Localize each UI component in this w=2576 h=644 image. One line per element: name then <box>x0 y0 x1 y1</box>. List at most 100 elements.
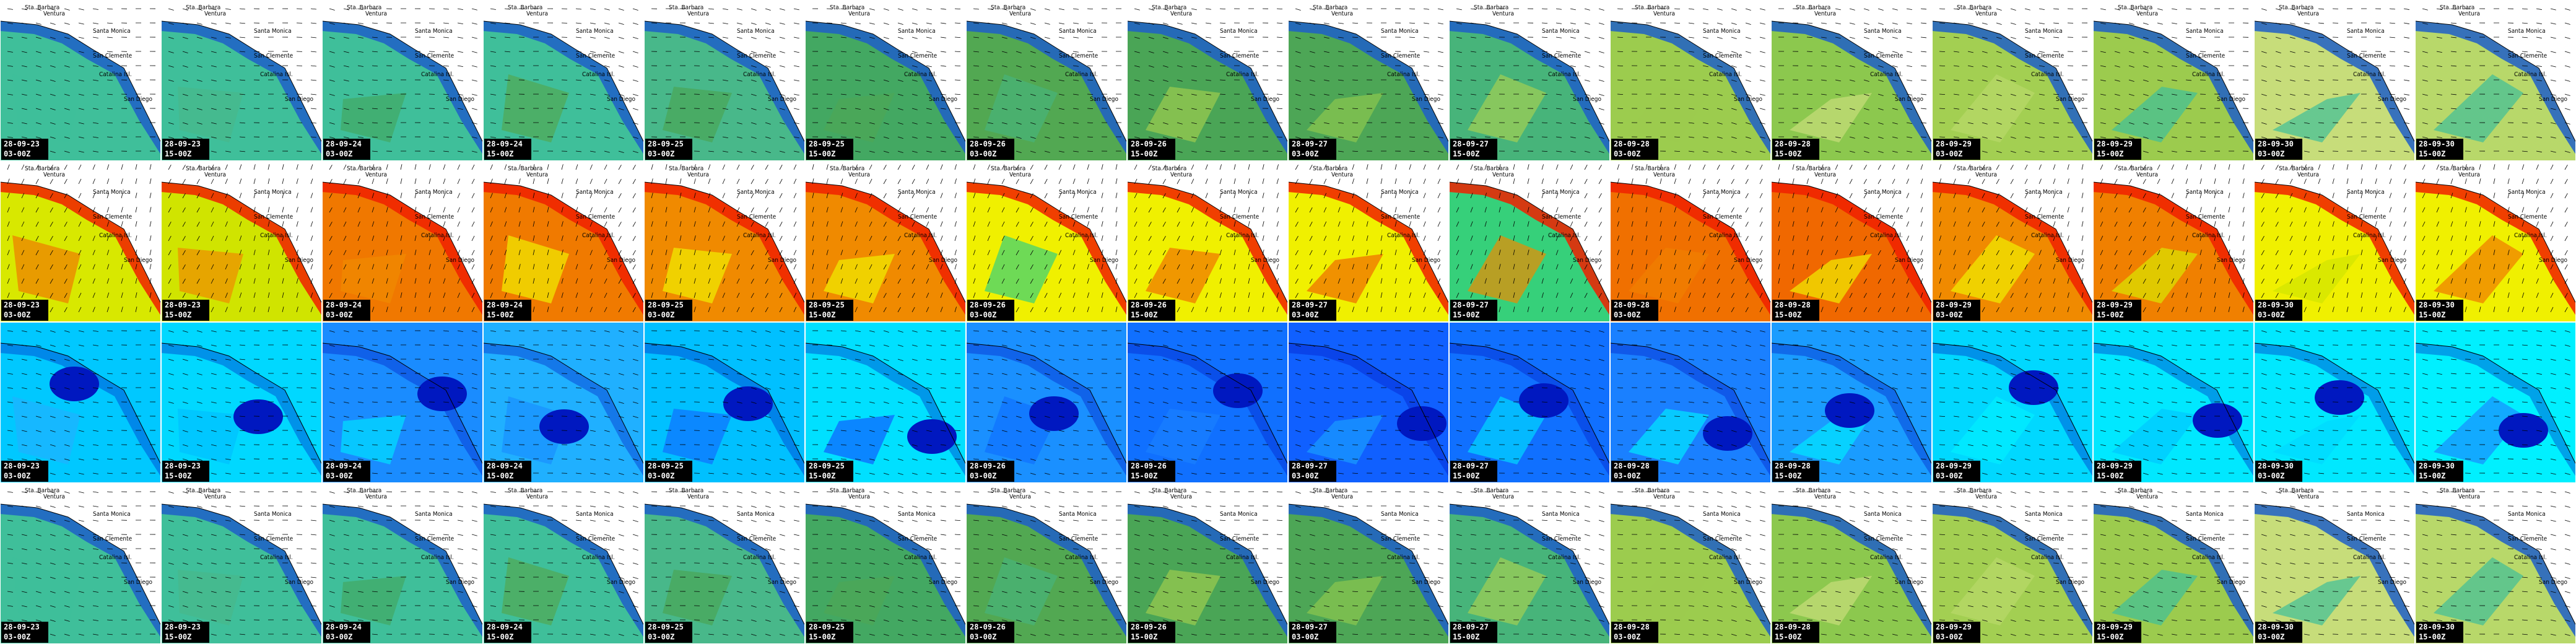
wind-arrow <box>2157 8 2163 11</box>
wind-arrow <box>490 292 493 298</box>
wind-arrow <box>149 207 152 213</box>
wind-arrow <box>135 264 137 270</box>
wind-arrow <box>2039 51 2045 53</box>
wind-arrow <box>1276 94 1283 95</box>
stamp-box <box>1289 139 1336 160</box>
wind-arrow <box>590 193 593 199</box>
wind-arrow <box>1219 22 1226 24</box>
wind-arrow <box>64 207 67 213</box>
wind-arrow <box>457 164 460 170</box>
wind-arrow <box>1352 108 1359 110</box>
wind-arrow <box>897 8 903 11</box>
wind-arrow <box>211 278 214 284</box>
wind-arrow <box>779 150 785 153</box>
wind-arrow <box>329 164 333 170</box>
place-label: Ventura <box>1492 172 1514 178</box>
wind-arrow <box>2403 122 2409 124</box>
wind-arrow <box>357 264 360 270</box>
wind-arrow <box>1276 37 1283 38</box>
wind-arrow <box>1352 37 1359 38</box>
wind-arrow <box>282 193 284 199</box>
time-label: 03-00Z <box>4 150 30 159</box>
place-label: Catalina Isl. <box>260 71 293 78</box>
wind-arrow <box>926 150 932 153</box>
wind-arrow <box>1295 65 1301 68</box>
place-label: San Clemente <box>93 53 133 59</box>
wind-arrow <box>471 178 475 185</box>
time-label: 15-00Z <box>1131 311 1157 320</box>
wind-arrow <box>1177 79 1183 82</box>
wind-arrow <box>471 94 477 96</box>
wind-arrow <box>1863 108 1869 111</box>
wind-arrow <box>282 278 284 284</box>
wind-arrow <box>7 278 10 284</box>
wind-arrow <box>926 79 932 82</box>
wind-arrow <box>2157 37 2163 39</box>
wind-arrow <box>504 292 507 298</box>
wind-arrow <box>135 193 137 199</box>
wind-arrow <box>168 8 174 11</box>
wind-arrow <box>329 278 333 284</box>
place-label: Santa Monica <box>2025 189 2063 196</box>
wind-arrow <box>78 8 84 11</box>
wind-arrow <box>414 164 417 170</box>
wind-arrow <box>429 221 431 227</box>
wind-arrow <box>2436 136 2442 139</box>
coastline <box>321 20 484 143</box>
wind-arrow <box>2403 108 2409 110</box>
wind-arrow <box>1996 79 2002 82</box>
wind-arrow <box>987 122 993 124</box>
wind-arrow <box>1598 22 1604 25</box>
wind-arrow <box>2114 51 2120 53</box>
wind-arrow <box>2389 22 2395 24</box>
wind-arrow <box>443 235 446 242</box>
coastline <box>321 181 484 304</box>
wind-arrow <box>457 79 463 82</box>
wind-arrow <box>1731 108 1737 111</box>
wind-arrow <box>1906 51 1912 53</box>
wind-arrow <box>2024 37 2030 39</box>
wind-arrow <box>2564 136 2570 139</box>
wind-arrow <box>751 65 757 67</box>
wind-arrow <box>547 207 549 213</box>
wind-arrow <box>590 235 593 242</box>
wind-arrow <box>793 65 799 67</box>
wind-arrow <box>2450 108 2456 110</box>
wind-arrow <box>1731 136 1737 139</box>
wind-arrow <box>2522 51 2528 53</box>
wind-arrow <box>1162 122 1168 125</box>
wind-arrow <box>2114 37 2120 39</box>
wind-arrow <box>618 94 624 96</box>
wind-arrow <box>50 122 56 125</box>
place-label: Sta. Barbara <box>25 165 59 172</box>
wind-arrow <box>50 22 56 25</box>
wind-arrow <box>471 235 475 242</box>
wind-arrow <box>765 65 771 68</box>
date-label: 28-09-27 <box>1292 301 1328 310</box>
wind-arrow <box>2128 65 2134 68</box>
wind-arrow <box>793 37 799 39</box>
wind-arrow <box>912 22 918 25</box>
wind-arrow <box>1352 94 1359 95</box>
wind-arrow <box>50 164 53 170</box>
coastline <box>1126 20 1289 143</box>
wind-arrow <box>518 164 521 170</box>
wind-arrow <box>2171 122 2177 124</box>
wind-arrow <box>2010 65 2016 67</box>
wind-arrow <box>35 221 39 227</box>
wind-arrow <box>414 193 417 199</box>
wind-arrow <box>1598 37 1604 40</box>
wind-arrow <box>196 8 202 11</box>
place-label: Santa Monica <box>1542 28 1580 35</box>
wind-arrow <box>604 178 607 185</box>
wind-arrow <box>736 65 742 67</box>
wind-arrow <box>7 178 10 185</box>
wind-arrow <box>196 51 202 53</box>
wind-arrow <box>765 22 771 25</box>
wind-arrow <box>2389 51 2395 53</box>
wind-arrow <box>310 178 313 185</box>
